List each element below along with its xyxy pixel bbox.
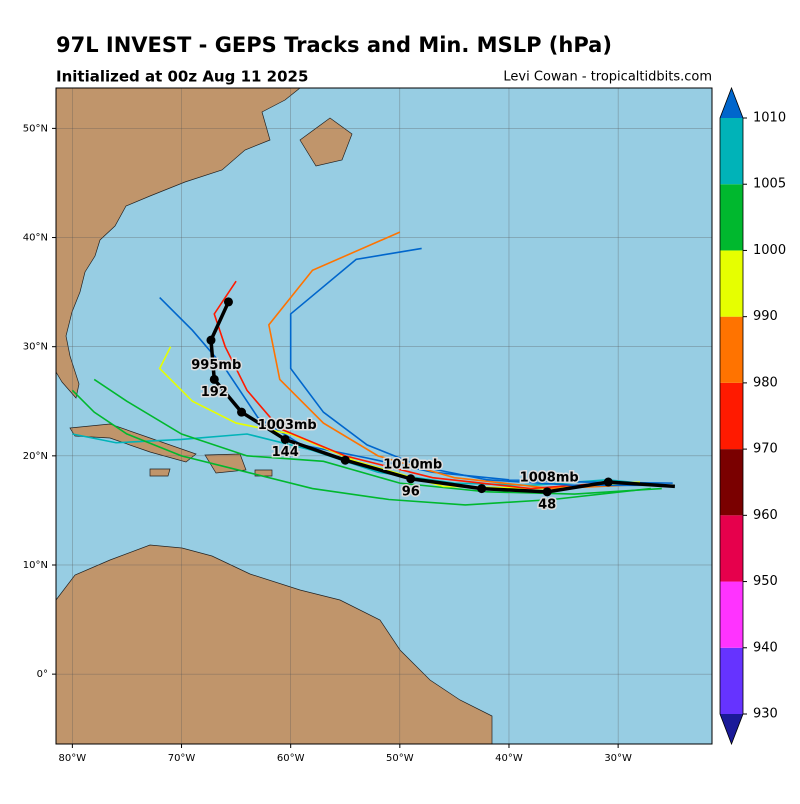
colorbar-label: 1000	[753, 243, 786, 258]
x-tick-label: 60°W	[277, 753, 305, 764]
x-tick-label: 40°W	[495, 753, 523, 764]
colorbar-band	[720, 250, 743, 317]
colorbar-extend	[720, 88, 743, 118]
colorbar-label: 1005	[753, 177, 786, 192]
colorbar-band	[720, 581, 743, 648]
mean-point	[206, 335, 216, 345]
mean-point	[406, 474, 416, 484]
mean-point	[209, 374, 219, 384]
member-track	[158, 346, 641, 490]
colorbar-label: 950	[753, 574, 778, 589]
x-tick-label: 70°W	[168, 753, 196, 764]
colorbar-band	[720, 449, 743, 516]
y-tick-label: 30°N	[23, 342, 48, 353]
pressure-label: 1010mb	[383, 457, 442, 472]
pressure-label: 995mb	[191, 358, 241, 373]
mean-point	[237, 407, 247, 417]
y-tick-label: 40°N	[23, 233, 48, 244]
member-track	[267, 231, 651, 490]
colorbar-label: 980	[753, 375, 778, 390]
colorbar-band	[720, 316, 743, 383]
colorbar-label: 940	[753, 640, 778, 655]
colorbar-band	[720, 647, 743, 714]
colorbar-label: 960	[753, 508, 778, 523]
x-tick-label: 30°W	[604, 753, 632, 764]
credit: Levi Cowan - tropicaltidbits.com	[503, 70, 712, 85]
member-track	[71, 389, 651, 506]
colorbar-band	[720, 515, 743, 582]
colorbar-label: 930	[753, 707, 778, 722]
colorbar-label: 1010	[753, 111, 786, 126]
colorbar-label: 990	[753, 309, 778, 324]
title: 97L INVEST - GEPS Tracks and Min. MSLP (…	[56, 33, 612, 57]
map-frame	[55, 87, 713, 745]
mean-point	[603, 477, 613, 487]
colorbar-label: 970	[753, 442, 778, 457]
mean-point	[542, 487, 552, 497]
pressure-label: 1008mb	[520, 470, 579, 485]
mean-point	[280, 434, 290, 444]
hour-label: 192	[201, 385, 228, 400]
mean-point	[477, 484, 487, 494]
member-track	[289, 247, 662, 487]
hour-label: 96	[402, 484, 420, 499]
colorbar-band	[720, 118, 743, 185]
colorbar-band	[720, 184, 743, 251]
hour-label: 48	[538, 497, 556, 512]
subtitle: Initialized at 00z Aug 11 2025	[56, 68, 308, 86]
x-tick-label: 80°W	[59, 753, 87, 764]
land	[56, 88, 493, 744]
mean-point	[223, 297, 233, 307]
y-tick-label: 20°N	[23, 451, 48, 462]
y-tick-label: 0°	[37, 669, 48, 680]
x-tick-label: 50°W	[386, 753, 414, 764]
y-tick-label: 10°N	[23, 560, 48, 571]
mean-point	[340, 455, 350, 465]
y-tick-label: 50°N	[23, 123, 48, 134]
hour-label: 144	[272, 445, 299, 460]
colorbar-extend	[720, 714, 743, 744]
colorbar-band	[720, 382, 743, 450]
pressure-label: 1003mb	[258, 418, 317, 433]
